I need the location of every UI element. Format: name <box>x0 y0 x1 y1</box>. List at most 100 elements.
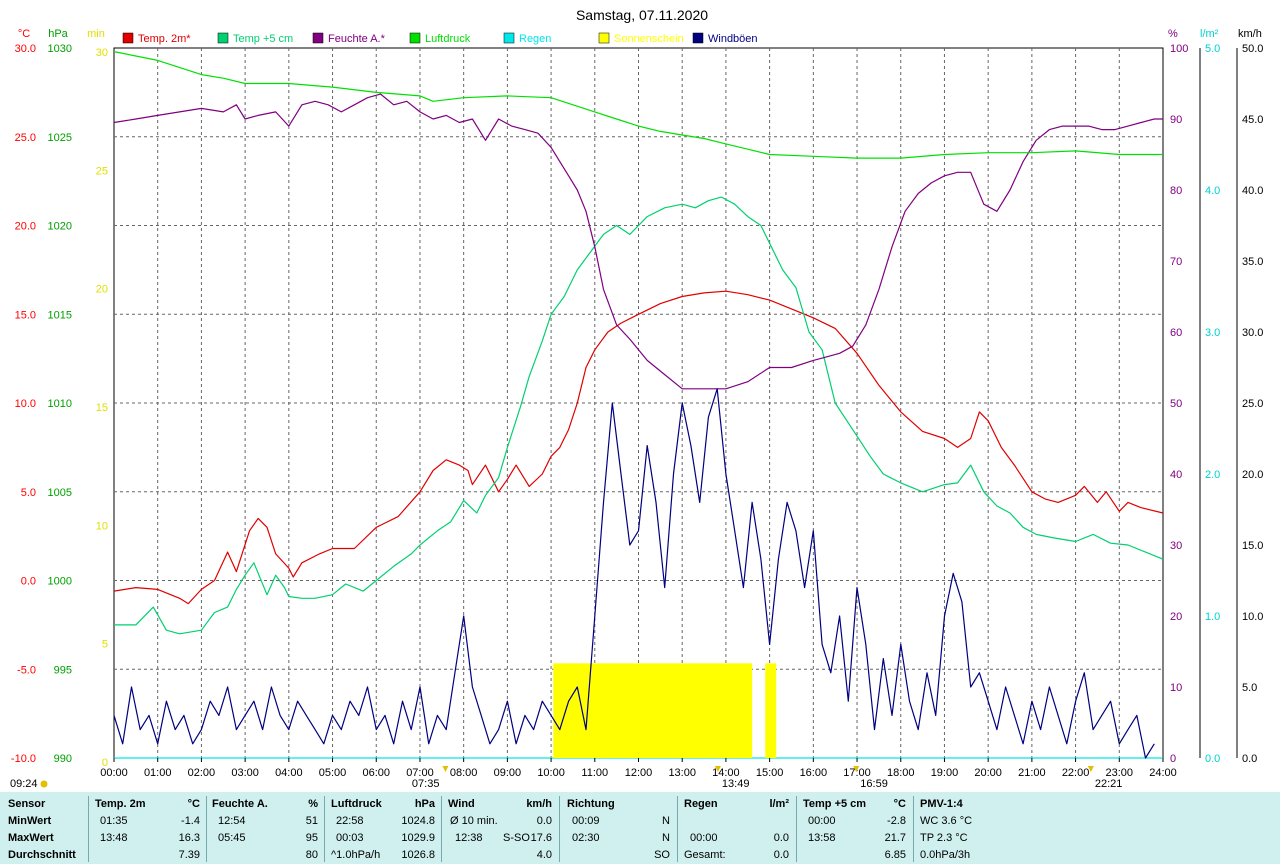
temp5-avg: 6.85 <box>884 849 906 861</box>
chart-title: Samstag, 07.11.2020 <box>576 7 708 23</box>
marker-label: 07:35 <box>412 778 440 790</box>
marker-label: 13:49 <box>722 778 750 790</box>
x-tick-label: 19:00 <box>931 767 959 779</box>
temp-axis-tick-label: 30.0 <box>15 43 36 55</box>
wind-axis-tick-label: 35.0 <box>1242 256 1263 268</box>
humidity-axis-tick-label: 20 <box>1170 611 1182 623</box>
axes: 30.025.020.015.010.05.00.0-5.0-10.010301… <box>11 28 1264 769</box>
pressure-axis-tick-label: 1005 <box>48 487 72 499</box>
richtung-min-direction: N <box>662 815 670 827</box>
humidity-axis-tick-label: 30 <box>1170 540 1182 552</box>
pressure-axis-tick-label: 990 <box>54 753 72 765</box>
wind-axis-tick-label: 50.0 <box>1242 43 1263 55</box>
pressure-axis-tick-label: 1030 <box>48 43 72 55</box>
regen-total-label: Gesamt: <box>684 849 726 861</box>
temp-axis-unit: °C <box>18 28 30 40</box>
wind-axis-tick-label: 25.0 <box>1242 398 1263 410</box>
legend-swatch <box>312 32 324 44</box>
feuchte-min-value: 51 <box>305 815 318 827</box>
series-line-2 <box>113 93 1163 390</box>
sunshine-bar <box>553 663 753 758</box>
series-line-6 <box>113 388 1155 759</box>
plot-area <box>113 51 1164 759</box>
rain-axis-tick-label: 2.0 <box>1205 469 1220 481</box>
humidity-axis-tick-label: 60 <box>1170 327 1182 339</box>
richtung-max-direction: N <box>662 832 670 844</box>
pressure-axis-unit: hPa <box>48 28 68 40</box>
temp-axis-tick-label: 15.0 <box>15 309 36 321</box>
luftdruck-min-time: 22:58 <box>336 815 364 827</box>
temp5-max-value: 21.7 <box>884 832 906 844</box>
regen-total-value: 0.0 <box>773 849 789 861</box>
temp-axis-tick-label: 5.0 <box>21 487 36 499</box>
x-tick-label: 15:00 <box>756 767 784 779</box>
x-tick-label: 16:00 <box>800 767 828 779</box>
humidity-axis-tick-label: 90 <box>1170 114 1182 126</box>
temp2m-avg: 7.39 <box>178 849 200 861</box>
rain-axis-tick-label: 4.0 <box>1205 185 1220 197</box>
series-line-3 <box>113 51 1163 159</box>
wind-max-value: 17.6 <box>530 832 552 844</box>
sunshine-axis-tick-label: 30 <box>96 47 108 59</box>
statistics-panel: Sensor MinWert MaxWert Durchschnitt Temp… <box>0 792 1280 864</box>
legend: Temp. 2m* Temp +5 cm Feuchte A.* Luftdruck R… <box>122 32 758 45</box>
x-tick-label: 09:00 <box>494 767 522 779</box>
x-tick-label: 20:00 <box>974 767 1002 779</box>
feuchte-max-time: 05:45 <box>218 832 246 844</box>
feuchte-min-time: 12:54 <box>218 815 246 827</box>
x-tick-label: 03:00 <box>231 767 259 779</box>
x-tick-label: 06:00 <box>362 767 390 779</box>
x-tick-label: 00:00 <box>100 767 128 779</box>
sun-icon <box>40 780 48 788</box>
temp-axis-tick-label: -5.0 <box>17 664 36 676</box>
wind-max-time: 12:38 <box>455 832 483 844</box>
legend-swatch <box>409 32 421 44</box>
feuchte-header: Feuchte A. <box>212 798 268 810</box>
richtung-avg-direction: SO <box>654 849 670 861</box>
marker-label: 16:59 <box>860 778 888 790</box>
sunshine-axis-tick-label: 0 <box>102 757 108 769</box>
wind-header: Wind <box>448 798 475 810</box>
sunshine-axis-tick-label: 25 <box>96 165 108 177</box>
temp2m-max-time: 13:48 <box>100 832 128 844</box>
stats-row-avg: Durchschnitt <box>8 849 76 861</box>
rain-axis-tick-label: 3.0 <box>1205 327 1220 339</box>
wind-max-direction: S-SO <box>503 832 530 844</box>
pmv-pressure-trend: 0.0hPa/3h <box>920 849 971 861</box>
pressure-axis-tick-label: 1015 <box>48 309 72 321</box>
x-tick-label: 24:00 <box>1149 767 1177 779</box>
legend-label: Sonnenschein <box>614 33 684 45</box>
corner-time-label: 09:24 <box>10 778 38 790</box>
legend-label: Windböen <box>708 33 758 45</box>
wind-axis-tick-label: 45.0 <box>1242 114 1263 126</box>
sunshine-axis-unit: min <box>87 28 105 40</box>
humidity-axis-tick-label: 100 <box>1170 43 1188 55</box>
x-tick-label: 04:00 <box>275 767 303 779</box>
sunshine-axis-tick-label: 15 <box>96 402 108 414</box>
wind-unit: km/h <box>526 798 552 810</box>
wind-axis-tick-label: 20.0 <box>1242 469 1263 481</box>
humidity-axis-tick-label: 0 <box>1170 753 1176 765</box>
pressure-axis-tick-label: 1000 <box>48 576 72 588</box>
humidity-axis-tick-label: 80 <box>1170 185 1182 197</box>
wind-axis-tick-label: 0.0 <box>1242 753 1257 765</box>
humidity-axis-tick-label: 40 <box>1170 469 1182 481</box>
series-line-1 <box>114 196 1164 635</box>
x-tick-label: 21:00 <box>1018 767 1046 779</box>
luftdruck-trend: ^1.0hPa/h <box>331 849 381 861</box>
legend-label: Temp +5 cm <box>233 33 293 45</box>
x-tick-label: 11:00 <box>581 767 608 779</box>
x-tick-label: 13:00 <box>668 767 696 779</box>
x-tick-label: 08:00 <box>450 767 478 779</box>
pmv-header: PMV-1:4 <box>920 798 963 810</box>
temp5-header: Temp +5 cm <box>803 798 867 810</box>
regen-max-value: 0.0 <box>773 832 789 844</box>
x-tick-label: 14:00 <box>712 767 740 779</box>
temp-axis-tick-label: 20.0 <box>15 221 36 233</box>
temp2m-header: Temp. 2m <box>95 798 146 810</box>
legend-swatch <box>217 32 229 44</box>
legend-label: Feuchte A.* <box>328 33 386 45</box>
rain-axis-tick-label: 0.0 <box>1205 753 1220 765</box>
marker-icon <box>714 766 721 772</box>
sunshine-axis-tick-label: 5 <box>102 639 108 651</box>
